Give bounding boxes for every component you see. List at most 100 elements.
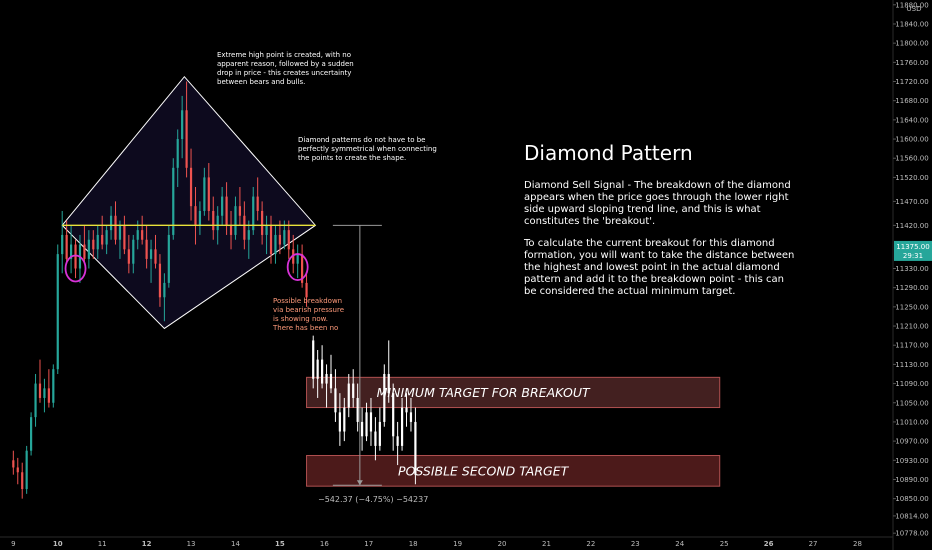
candle-body bbox=[12, 460, 15, 468]
price-tick-label: 11210.00 bbox=[895, 323, 928, 331]
candle-body bbox=[52, 369, 55, 403]
candle bbox=[352, 369, 355, 408]
panel-title: Diamond Pattern bbox=[524, 141, 693, 165]
symmetry-note: Diamond patterns do not have to be perfe… bbox=[298, 136, 437, 162]
candle bbox=[149, 239, 153, 283]
candle bbox=[356, 383, 359, 432]
time-axis[interactable]: 9 10 11 12 13 14 15 16 17 18 19 20 21 22 23 24 25 26 27 28 bbox=[11, 540, 862, 548]
top-note-line: between bears and bulls. bbox=[217, 78, 305, 86]
candle bbox=[163, 273, 166, 322]
candle bbox=[203, 167, 206, 216]
candle-body bbox=[292, 249, 295, 264]
candle-body bbox=[56, 254, 59, 370]
symmetry-note-line: Diamond patterns do not have to be bbox=[298, 136, 425, 144]
candle-body bbox=[312, 340, 315, 379]
candle bbox=[212, 196, 215, 240]
price-tick-label: 11640.00 bbox=[895, 116, 928, 124]
price-tick-label: 11330.00 bbox=[895, 265, 928, 273]
candle bbox=[265, 215, 268, 255]
price-tick-label: 11290.00 bbox=[895, 284, 928, 292]
price-tick-label: 11520.00 bbox=[895, 174, 928, 182]
candle-body bbox=[181, 110, 184, 140]
candle bbox=[127, 234, 130, 274]
breakdown-note-line: There has been no bbox=[272, 324, 338, 332]
candle-body bbox=[69, 244, 73, 259]
candle-body bbox=[109, 215, 113, 231]
price-tick-label: 11880.00 bbox=[895, 1, 928, 9]
candle-body bbox=[305, 282, 308, 298]
candle bbox=[87, 230, 90, 269]
candle bbox=[105, 225, 108, 255]
breakout-highlight-circle bbox=[64, 254, 87, 283]
price-axis[interactable]: 11880.00 11840.00 11800.00 11760.00 11720.00… bbox=[893, 1, 932, 538]
candle-body bbox=[365, 412, 368, 437]
price-tick-label: 11130.00 bbox=[895, 361, 928, 369]
candle-body bbox=[360, 421, 364, 437]
candle-body bbox=[172, 167, 175, 235]
panel-paragraph-line: side upward sloping trend line, and this… bbox=[524, 204, 761, 215]
candle bbox=[392, 383, 395, 451]
time-tick-label: 25 bbox=[720, 540, 729, 548]
candle bbox=[83, 225, 86, 264]
candle-body bbox=[338, 412, 341, 432]
candle bbox=[405, 393, 408, 427]
candle-body bbox=[378, 421, 381, 446]
candle-body bbox=[396, 436, 399, 446]
candle-body bbox=[352, 383, 355, 398]
candle bbox=[229, 210, 233, 250]
candle bbox=[34, 373, 37, 427]
candle bbox=[396, 421, 399, 466]
candle-body bbox=[132, 239, 135, 264]
explanation-panel: Diamond Pattern Diamond Sell Signal - Th… bbox=[523, 141, 794, 297]
candle bbox=[167, 225, 170, 288]
top-note: Extreme high point is created, with no a… bbox=[217, 51, 354, 86]
panel-paragraph-line: appears when the price goes through the … bbox=[524, 192, 789, 203]
candle-body bbox=[198, 210, 202, 226]
time-tick-label: 18 bbox=[409, 540, 418, 548]
candle-body bbox=[325, 373, 328, 384]
price-tick-label: 11720.00 bbox=[895, 78, 928, 86]
candle-body bbox=[287, 230, 290, 250]
candle-body bbox=[38, 383, 42, 398]
candle-body bbox=[392, 393, 395, 437]
candle-body bbox=[127, 249, 130, 264]
candle-body bbox=[25, 450, 28, 490]
candles bbox=[12, 81, 417, 499]
candle bbox=[185, 81, 188, 178]
candle bbox=[321, 345, 324, 389]
time-tick-label: 24 bbox=[675, 540, 684, 548]
candle-body bbox=[343, 407, 346, 432]
candle-body bbox=[229, 225, 233, 235]
candle bbox=[207, 163, 210, 221]
candle bbox=[47, 369, 50, 408]
time-tick-label: 19 bbox=[453, 540, 462, 548]
panel-paragraph-line: Diamond Sell Signal - The breakdown of t… bbox=[524, 180, 791, 191]
candle-body bbox=[329, 373, 333, 389]
candle bbox=[374, 417, 377, 461]
candle bbox=[334, 369, 337, 422]
candle-body bbox=[387, 373, 390, 394]
time-tick-label: 11 bbox=[98, 540, 107, 548]
candle-body bbox=[92, 239, 95, 250]
time-tick-label: 14 bbox=[231, 540, 240, 548]
candle bbox=[234, 196, 237, 240]
candle-body bbox=[283, 230, 286, 245]
overlays: −542.37 (−4.75%) −54237 bbox=[62, 224, 428, 504]
symmetry-note-line: perfectly symmetrical when connecting bbox=[298, 145, 437, 153]
candle-body bbox=[334, 388, 337, 413]
candle bbox=[261, 201, 264, 245]
candle-body bbox=[105, 230, 108, 245]
candle bbox=[325, 364, 328, 408]
top-note-line: Extreme high point is created, with no bbox=[217, 51, 351, 59]
candle bbox=[154, 234, 157, 269]
candle-body bbox=[158, 263, 162, 298]
candle bbox=[29, 412, 33, 456]
candle-body bbox=[154, 249, 157, 264]
candle-body bbox=[87, 239, 90, 259]
candle bbox=[109, 206, 113, 240]
candle-body bbox=[256, 196, 259, 211]
candle-body bbox=[96, 234, 99, 250]
candle-body bbox=[301, 254, 304, 283]
candle-body bbox=[74, 244, 77, 269]
